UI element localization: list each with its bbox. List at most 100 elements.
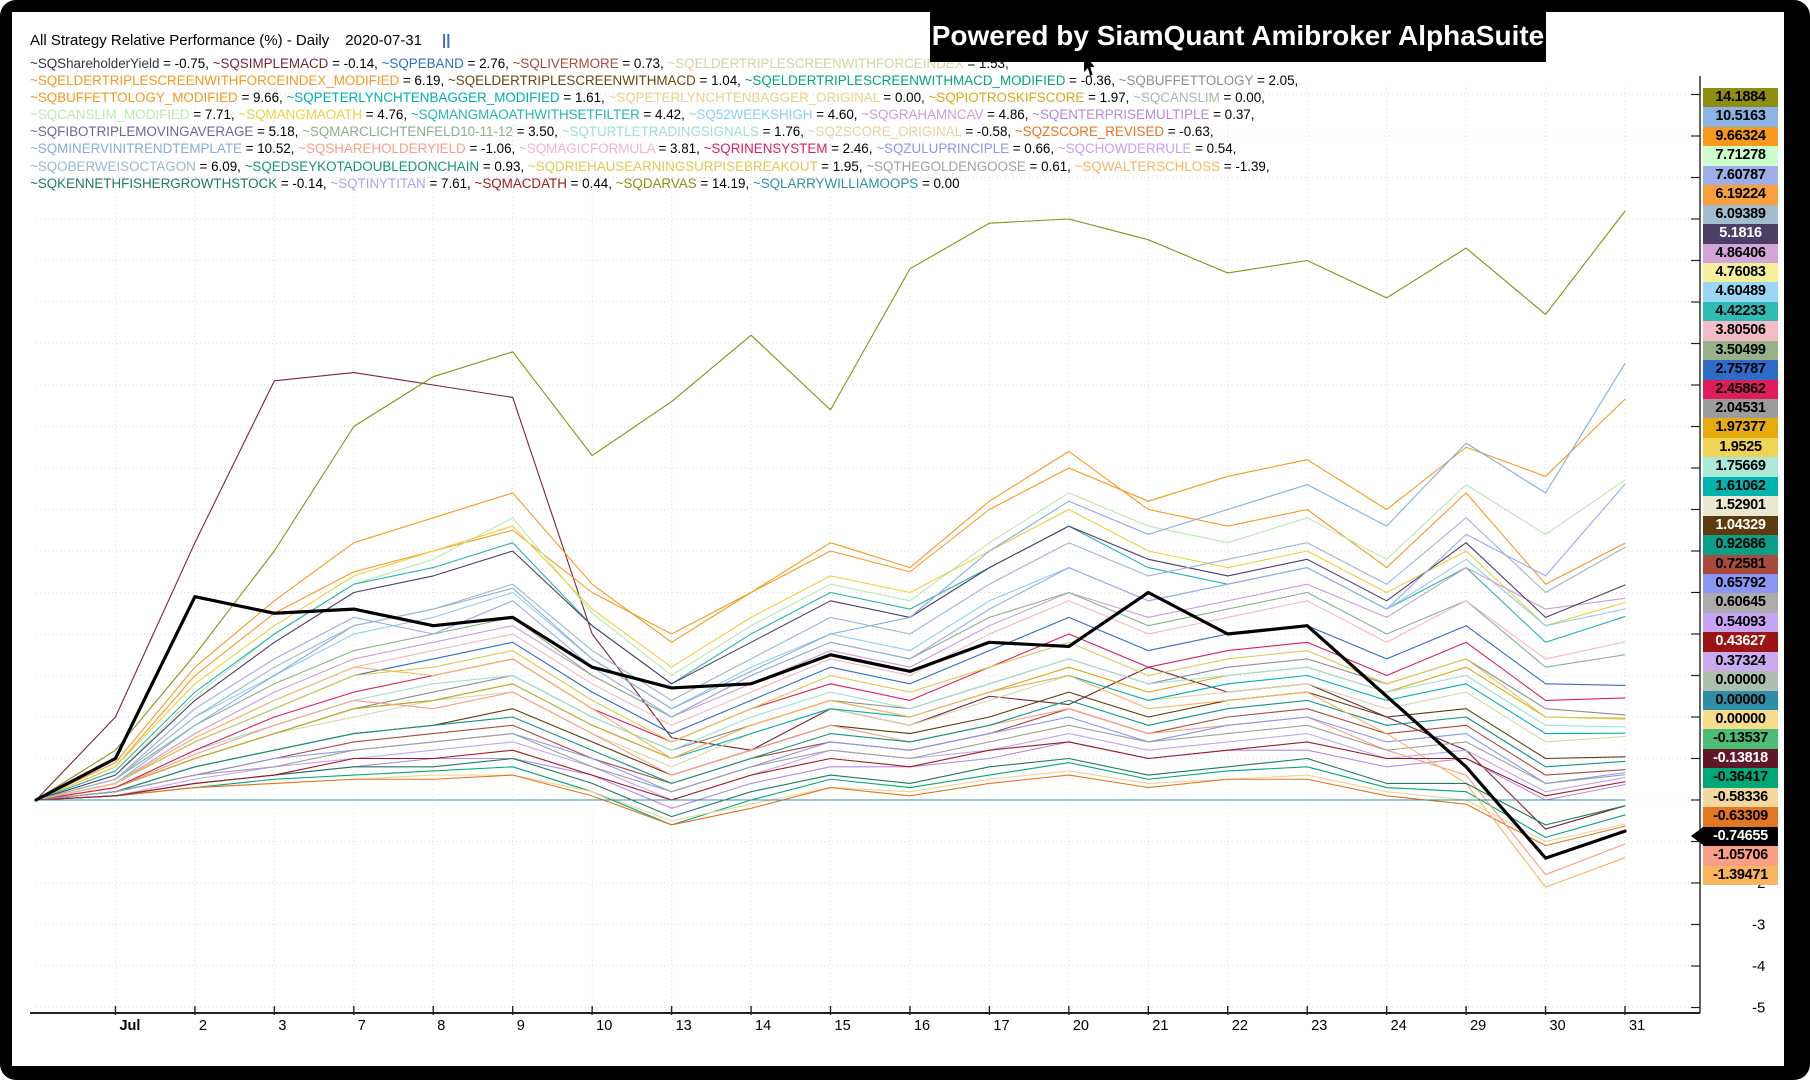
series-line--sqmacdath[interactable] — [35, 741, 1626, 801]
legend-line-1: ~SQShareholderYield = -0.75, ~SQSIMPLEMA… — [30, 55, 1586, 72]
legend-strategy-value: = 0.93, — [479, 158, 528, 174]
price-label: 0.00000 — [1703, 690, 1778, 710]
series-line--sqrinensystem[interactable] — [35, 633, 1626, 801]
legend-strategy-name: ~SQPIOTROSKIFSCORE — [928, 90, 1085, 106]
series-line--sqshareholderyield[interactable] — [34, 590, 1627, 860]
series-line--sqzuluprinciple[interactable] — [35, 716, 1626, 801]
series-line--sqlivermore[interactable] — [35, 708, 1626, 801]
legend-strategy-value: = 7.61, — [425, 175, 475, 191]
x-axis-label-31: 31 — [1629, 1018, 1645, 1034]
legend-line-7: ~SQOBERWEISOCTAGON = 6.09, ~SQEDSEYKOTAD… — [30, 158, 1586, 175]
legend-strategy-value: = 0.37, — [1209, 107, 1255, 123]
legend-strategy-name: ~SQDARVAS — [615, 175, 697, 191]
legend-item: ~SQFIBOTRIPLEMOVINGAVERAGE = 5.18, — [30, 124, 302, 139]
legend-item: ~SQKENNETHFISHERGROWTHSTOCK = -0.14, — [30, 176, 330, 191]
series-line--sqbuffettology-modified[interactable] — [35, 398, 1626, 801]
legend-item: ~SQMINERVINITRENDTEMPLATE = 10.52, — [30, 141, 298, 156]
legend-item: ~SQPETERLYNCHTENBAGGER_ORIGINAL = 0.00, — [608, 90, 928, 105]
legend-strategy-value: = 0.66, — [1009, 141, 1058, 157]
legend-strategy-name: ~SQEDSEYKOTADOUBLEDONCHAIN — [244, 158, 480, 174]
legend-strategy-name: ~SQMAGICFORMULA — [518, 141, 655, 157]
legend-line-2: ~SQELDERTRIPLESCREENWITHFORCEINDEX_MODIF… — [30, 72, 1586, 89]
series-line--sqshareholderyield[interactable] — [35, 691, 1626, 876]
series-line--sqfibotriplemovingaverage[interactable] — [35, 525, 1626, 801]
legend-strategy-name: ~SQMANGMAOATH — [238, 107, 363, 123]
legend-item: ~SQELDERTRIPLESCREENWITHMACD = 1.04, — [448, 73, 745, 88]
series-line--sqdarvas[interactable] — [35, 210, 1626, 801]
x-axis-label-23: 23 — [1311, 1018, 1327, 1034]
price-label: 7.71278 — [1703, 146, 1778, 166]
series-line--sqkennethfishergrowthstock[interactable] — [35, 757, 1626, 826]
legend-strategy-name: ~SQKENNETHFISHERGROWTHSTOCK — [30, 175, 278, 191]
price-label: 3.80506 — [1703, 321, 1778, 341]
series-line--sq52weekshigh[interactable] — [35, 558, 1626, 801]
legend-item: ~SQWALTERSCHLOSS = -1.39, — [1075, 159, 1270, 174]
legend-strategy-name: ~SQGRAHAMNCAV — [861, 107, 984, 123]
legend-line-6: ~SQMINERVINITRENDTEMPLATE = 10.52, ~SQSH… — [30, 140, 1586, 157]
x-axis-label-jul: Jul — [119, 1018, 140, 1034]
price-label: 4.42233 — [1703, 301, 1778, 322]
performance-chart[interactable]: -2-3-4-5Jul23789101314151617202122232429… — [12, 12, 1784, 1066]
strategy-legend: ~SQShareholderYield = -0.75, ~SQSIMPLEMA… — [30, 55, 1586, 192]
price-label: -0.13537 — [1703, 729, 1778, 749]
legend-strategy-value: = 5.18, — [253, 124, 303, 140]
legend-item: ~SQZSCORE_REVISED = -0.63, — [1015, 124, 1214, 139]
price-label: 1.97377 — [1703, 418, 1778, 438]
series-line--sqminervinitrendtemplate[interactable] — [35, 362, 1626, 801]
price-label: 2.75787 — [1703, 360, 1778, 380]
x-axis-label-13: 13 — [676, 1018, 692, 1034]
series-line--sqwalterschloss[interactable] — [35, 658, 1626, 888]
legend-item: ~SQZULUPRINCIPLE = 0.66, — [876, 141, 1058, 156]
legend-strategy-name: ~SQELDERTRIPLESCREENWITHMACD_MODIFIED — [744, 73, 1066, 89]
x-axis-label-3: 3 — [278, 1018, 286, 1034]
series-line--sqeldertriplescreenwithforceindex-modified[interactable] — [35, 450, 1626, 801]
legend-strategy-value: = 0.54, — [1191, 141, 1237, 157]
price-label: 0.43627 — [1703, 632, 1778, 652]
selected-price-label: -0.74655 — [1691, 826, 1778, 847]
legend-item: ~SQELDERTRIPLESCREENWITHMACD_MODIFIED = … — [745, 73, 1119, 88]
legend-item: ~SQSIMPLEMACD = -0.14, — [213, 56, 382, 71]
legend-strategy-name: ~SQCHOWDERRULE — [1057, 141, 1192, 157]
price-label: -0.36417 — [1703, 768, 1778, 788]
legend-strategy-value: = -1.06, — [465, 141, 519, 157]
legend-item: ~SQMAGICFORMULA = 3.81, — [519, 141, 704, 156]
legend-strategy-value: = 10.52, — [241, 141, 299, 157]
chart-title-row: All Strategy Relative Performance (%) - … — [30, 32, 450, 49]
legend-item: ~SQ52WEEKSHIGH = 4.60, — [689, 107, 862, 122]
series-line--sqthegoldengoose[interactable] — [35, 724, 1626, 801]
x-axis-label-16: 16 — [914, 1018, 930, 1034]
legend-item: ~SQCANSLIM = 0.00, — [1133, 90, 1265, 105]
legend-strategy-value: = 4.60, — [812, 107, 862, 123]
x-axis-label-8: 8 — [437, 1018, 445, 1034]
legend-strategy-value: = 1.95, — [817, 158, 867, 174]
legend-strategy-value: = 4.76, — [362, 107, 411, 123]
legend-strategy-value: = 1.97, — [1084, 90, 1134, 106]
series-line--sqeldertriplescreenwithmacd-modified[interactable] — [35, 762, 1626, 838]
legend-item: ~SQENTERPRISEMULTIPLE = 0.37, — [1032, 107, 1254, 122]
series-line--sqtinytitan[interactable] — [35, 483, 1626, 801]
price-label: 0.60645 — [1703, 593, 1778, 613]
x-axis-label-10: 10 — [596, 1018, 612, 1034]
legend-strategy-value: = 14.19, — [696, 175, 753, 191]
legend-strategy-value: = 3.81, — [654, 141, 704, 157]
legend-strategy-name: ~SQFIBOTRIPLEMOVINGAVERAGE — [30, 124, 254, 140]
series-line--sqedseykotadoubledonchain[interactable] — [35, 699, 1626, 801]
price-label: 0.92686 — [1703, 535, 1778, 555]
series-line--sqgrahamncav[interactable] — [35, 567, 1626, 801]
legend-strategy-value: = 1.61, — [559, 90, 609, 106]
series-line--sqmangmaoath[interactable] — [35, 508, 1626, 801]
legend-strategy-value: = -0.14, — [328, 56, 382, 71]
series-line--sqzscore-revised[interactable] — [35, 774, 1626, 847]
x-axis-label-20: 20 — [1073, 1018, 1089, 1034]
price-label: 4.86406 — [1703, 243, 1778, 263]
banner-text: Powered by SiamQuant Amibroker AlphaSuit… — [931, 20, 1545, 51]
x-axis-label-7: 7 — [358, 1018, 366, 1034]
mouse-cursor-icon — [1084, 54, 1095, 76]
series-line--sqzscore-original[interactable] — [35, 770, 1626, 843]
legend-item: ~SQEDSEYKOTADOUBLEDONCHAIN = 0.93, — [245, 159, 528, 174]
legend-item: ~SQRINENSYSTEM = 2.46, — [704, 141, 877, 156]
legend-strategy-value: = -0.14, — [277, 175, 331, 191]
series-line--sqoberweisoctagon[interactable] — [35, 517, 1626, 801]
legend-strategy-value: = 1.76, — [758, 124, 808, 140]
legend-strategy-name: ~SQENTERPRISEMULTIPLE — [1032, 107, 1210, 123]
